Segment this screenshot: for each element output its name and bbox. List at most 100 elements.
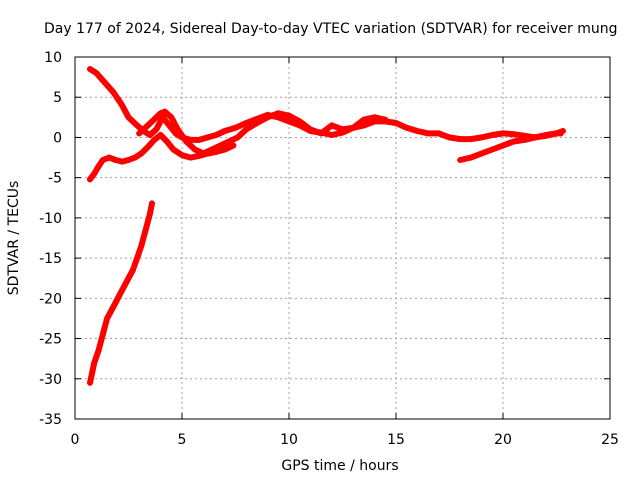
x-tick-label: 0 <box>71 432 80 448</box>
series-line <box>87 66 564 143</box>
series-track-c <box>86 132 237 183</box>
data-point <box>478 134 485 141</box>
data-point <box>253 119 260 126</box>
y-tick-label: -5 <box>48 171 62 187</box>
data-point <box>196 136 203 143</box>
data-point <box>457 136 464 143</box>
data-point <box>382 116 389 123</box>
series-track-d <box>457 128 566 163</box>
data-point <box>95 163 102 170</box>
data-point <box>134 255 141 262</box>
data-point <box>93 70 100 77</box>
y-axis-label: SDTVAR / TECUs <box>6 181 22 296</box>
x-tick-label: 5 <box>178 432 187 448</box>
data-point <box>125 275 132 282</box>
data-point <box>144 144 151 151</box>
data-point <box>101 79 108 86</box>
data-point <box>286 118 292 125</box>
data-point <box>328 132 335 139</box>
data-point <box>187 154 194 161</box>
data-point <box>500 130 506 137</box>
data-point <box>360 116 367 123</box>
data-point <box>275 110 282 117</box>
data-point <box>121 283 128 290</box>
data-point <box>179 152 185 159</box>
data-point <box>153 114 160 121</box>
y-tick-labels: -35 -30 -25 -20 -15 -10 -5 0 5 10 <box>39 50 62 428</box>
data-point <box>286 112 292 119</box>
y-tick-label: -15 <box>39 251 62 267</box>
data-point <box>112 299 119 306</box>
data-point <box>204 134 211 141</box>
data-point <box>164 138 171 145</box>
data-point <box>125 114 132 121</box>
data-point <box>183 138 190 145</box>
data-point <box>489 132 496 139</box>
data-point <box>146 210 153 217</box>
data-point <box>129 267 136 274</box>
y-tick-label: -10 <box>39 211 62 227</box>
series-track-e <box>86 200 156 386</box>
data-point <box>226 138 233 145</box>
data-point <box>435 130 442 137</box>
plot-frame <box>74 56 611 420</box>
data-point <box>371 114 378 121</box>
y-tick-label: 5 <box>53 90 62 106</box>
x-tick-label: 20 <box>494 432 512 448</box>
data-point <box>232 124 239 131</box>
data-point <box>500 142 506 149</box>
data-point <box>478 150 485 157</box>
y-tick-label: 10 <box>44 50 62 66</box>
data-point <box>161 108 168 115</box>
data-point <box>446 134 453 141</box>
y-tick-label: -30 <box>39 372 62 388</box>
data-point <box>99 331 106 338</box>
data-point <box>510 131 517 138</box>
data-point <box>108 307 115 314</box>
series-track-b <box>136 108 389 157</box>
data-point <box>296 118 303 125</box>
y-tick-label: 0 <box>53 130 62 146</box>
data-point <box>559 128 566 135</box>
data-point <box>204 150 211 157</box>
data-point <box>91 170 98 177</box>
chart-title: Day 177 of 2024, Sidereal Day-to-day VTE… <box>44 21 618 37</box>
data-point <box>131 154 138 161</box>
data-point <box>467 136 474 143</box>
data-point <box>153 126 160 133</box>
data-point <box>191 146 198 153</box>
data-point <box>116 291 123 298</box>
data-point <box>174 126 181 133</box>
data-point <box>168 114 175 121</box>
data-point <box>403 124 410 131</box>
data-point <box>328 122 335 129</box>
data-point <box>521 136 528 143</box>
data-point <box>86 379 93 386</box>
data-point <box>350 124 357 131</box>
data-point <box>114 95 121 102</box>
x-axis-label: GPS time / hours <box>281 458 398 474</box>
data-point <box>196 152 203 159</box>
data-point <box>213 132 220 139</box>
data-point <box>234 134 241 141</box>
data-point <box>99 156 106 163</box>
data-point <box>213 148 220 155</box>
x-tick-label: 10 <box>280 432 298 448</box>
data-point <box>393 119 399 126</box>
axis-ticks <box>74 56 611 420</box>
series-line <box>87 200 155 386</box>
data-point <box>86 176 93 183</box>
data-series <box>86 66 566 386</box>
data-point <box>144 122 151 129</box>
series-line <box>136 108 389 157</box>
data-point <box>166 122 173 129</box>
data-point <box>125 156 132 163</box>
data-point <box>86 66 93 73</box>
data-point <box>110 89 117 96</box>
data-point <box>106 154 113 161</box>
data-point <box>457 156 464 163</box>
series-track-a <box>86 66 564 143</box>
data-point <box>489 146 496 153</box>
data-point <box>307 126 314 133</box>
data-point <box>221 128 228 135</box>
